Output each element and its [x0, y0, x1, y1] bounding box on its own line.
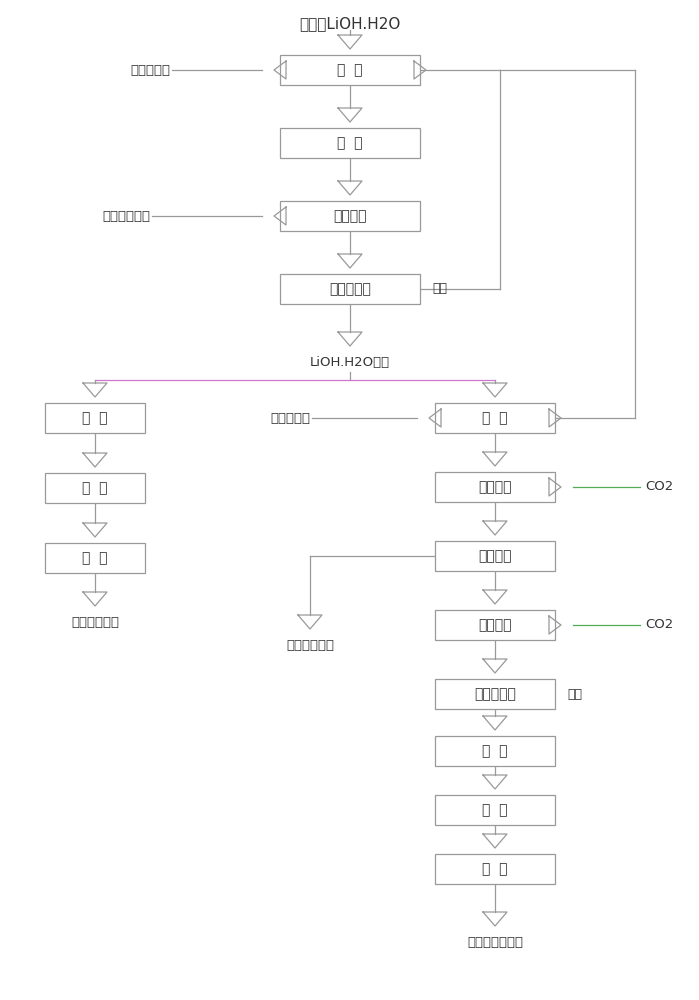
Text: 一次碳化: 一次碳化 — [478, 480, 512, 494]
Bar — [45, 543, 145, 573]
Bar — [435, 403, 555, 433]
Bar — [435, 472, 555, 502]
Text: 固液分离: 固液分离 — [478, 549, 512, 563]
Text: 离心、洗涤: 离心、洗涤 — [474, 687, 516, 701]
Text: 第一除杂剂: 第一除杂剂 — [130, 64, 170, 77]
Text: 高纯氢氧化锂: 高纯氢氧化锂 — [71, 616, 119, 629]
Bar — [280, 128, 420, 158]
Text: 二次碳化: 二次碳化 — [478, 618, 512, 632]
Bar — [435, 679, 555, 709]
Bar — [280, 55, 420, 85]
Text: 工业级LiOH.H2O: 工业级LiOH.H2O — [299, 16, 401, 31]
Bar — [45, 403, 145, 433]
Text: 过  滤: 过 滤 — [337, 136, 363, 150]
Text: 溶  解: 溶 解 — [482, 411, 507, 425]
Bar — [435, 610, 555, 640]
Text: 氢氧化锂晶体: 氢氧化锂晶体 — [102, 210, 150, 223]
Text: LiOH.H2O湿料: LiOH.H2O湿料 — [310, 356, 390, 369]
Bar — [435, 854, 555, 884]
Text: 电池级碳酸锂: 电池级碳酸锂 — [286, 639, 334, 652]
Text: 烘  干: 烘 干 — [82, 411, 108, 425]
Text: 冷却结晶: 冷却结晶 — [333, 209, 367, 223]
Bar — [435, 736, 555, 766]
Bar — [45, 473, 145, 503]
Text: 溶  解: 溶 解 — [337, 63, 363, 77]
Text: 筛  分: 筛 分 — [82, 481, 108, 495]
Text: 包  装: 包 装 — [482, 862, 507, 876]
Bar — [435, 541, 555, 571]
Text: 离心、洗涤: 离心、洗涤 — [329, 282, 371, 296]
Text: 包  装: 包 装 — [82, 551, 108, 565]
Bar — [435, 795, 555, 825]
Text: CO2: CO2 — [645, 618, 673, 632]
Bar — [280, 274, 420, 304]
Text: 母液: 母液 — [567, 688, 582, 700]
Text: 高纯碳酸锂产品: 高纯碳酸锂产品 — [467, 936, 523, 949]
Bar — [280, 201, 420, 231]
Text: 第二除杂剂: 第二除杂剂 — [270, 412, 310, 424]
Text: 烘  干: 烘 干 — [482, 744, 507, 758]
Text: CO2: CO2 — [645, 481, 673, 493]
Text: 母液: 母液 — [432, 282, 447, 296]
Text: 筛  分: 筛 分 — [482, 803, 507, 817]
